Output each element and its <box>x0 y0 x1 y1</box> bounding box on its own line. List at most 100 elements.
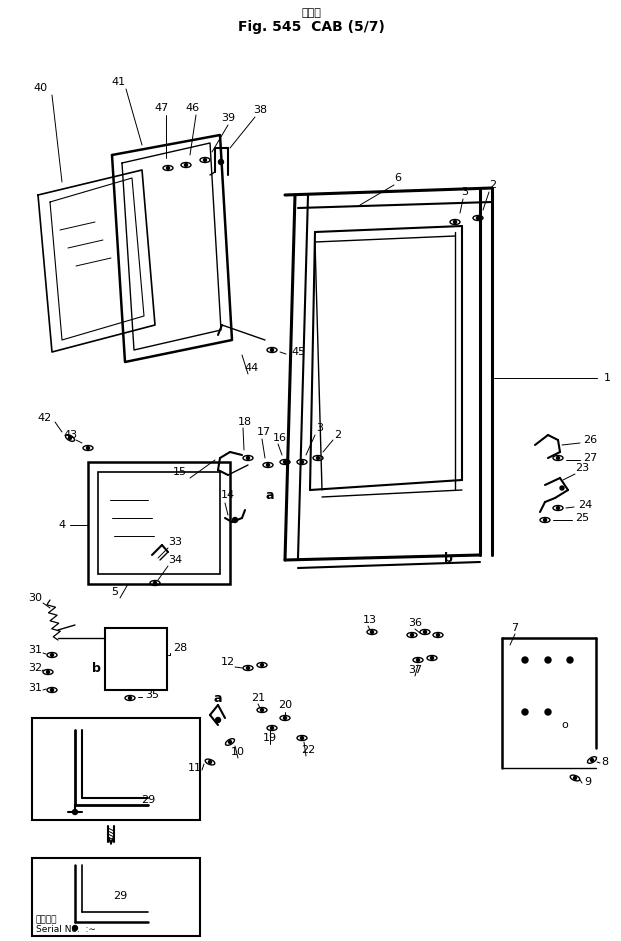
Text: 5: 5 <box>112 587 119 597</box>
Circle shape <box>437 633 440 636</box>
Circle shape <box>574 776 576 779</box>
Circle shape <box>266 464 270 467</box>
Text: 14: 14 <box>221 490 235 500</box>
Text: 17: 17 <box>257 427 271 437</box>
Text: 40: 40 <box>33 83 47 93</box>
Circle shape <box>284 716 286 720</box>
Text: 10: 10 <box>231 747 245 757</box>
Circle shape <box>410 633 414 636</box>
Text: 適用号番: 適用号番 <box>36 916 58 924</box>
Text: 16: 16 <box>273 433 287 443</box>
Text: 31: 31 <box>28 683 42 693</box>
Text: 12: 12 <box>221 657 235 667</box>
Circle shape <box>453 220 456 224</box>
Bar <box>32 718 200 820</box>
Circle shape <box>247 666 250 669</box>
Circle shape <box>260 709 263 711</box>
Text: Serial No.  :∼: Serial No. :∼ <box>36 926 96 934</box>
Circle shape <box>522 709 528 715</box>
Circle shape <box>204 158 207 162</box>
Circle shape <box>522 657 528 663</box>
Text: 34: 34 <box>168 555 182 565</box>
Circle shape <box>560 486 564 490</box>
Text: 23: 23 <box>575 463 589 473</box>
Circle shape <box>247 456 250 459</box>
Circle shape <box>73 809 78 815</box>
Circle shape <box>86 446 89 450</box>
Circle shape <box>229 741 232 743</box>
Circle shape <box>545 709 551 715</box>
Circle shape <box>50 653 53 657</box>
Circle shape <box>591 758 594 761</box>
Circle shape <box>219 160 224 165</box>
Text: 9: 9 <box>584 777 592 787</box>
Circle shape <box>556 506 560 509</box>
Text: 8: 8 <box>601 757 609 767</box>
Circle shape <box>215 717 220 723</box>
Circle shape <box>260 663 263 666</box>
Circle shape <box>556 456 560 459</box>
Circle shape <box>73 926 78 931</box>
Circle shape <box>166 167 170 169</box>
Text: 46: 46 <box>185 103 199 113</box>
Text: 43: 43 <box>63 430 77 440</box>
Text: 29: 29 <box>113 891 127 901</box>
Text: 24: 24 <box>578 500 592 510</box>
Text: 18: 18 <box>238 417 252 427</box>
Text: 2: 2 <box>489 180 497 190</box>
Text: キャブ: キャブ <box>301 8 321 18</box>
Circle shape <box>68 437 71 439</box>
Text: 2: 2 <box>335 430 342 440</box>
Text: 41: 41 <box>111 77 125 87</box>
Text: 47: 47 <box>155 103 169 113</box>
Circle shape <box>567 657 573 663</box>
Text: 36: 36 <box>408 618 422 628</box>
Circle shape <box>545 657 551 663</box>
Text: 13: 13 <box>363 615 377 625</box>
Text: 21: 21 <box>251 693 265 703</box>
Circle shape <box>50 689 53 692</box>
Circle shape <box>301 737 304 740</box>
Text: 22: 22 <box>301 745 315 755</box>
Text: Fig. 545  CAB (5/7): Fig. 545 CAB (5/7) <box>238 20 384 34</box>
Text: 1: 1 <box>604 373 610 383</box>
Text: 35: 35 <box>145 690 159 700</box>
Circle shape <box>47 671 50 674</box>
Circle shape <box>271 726 273 729</box>
Text: 39: 39 <box>221 113 235 123</box>
Text: 3: 3 <box>461 187 468 197</box>
Text: 42: 42 <box>38 413 52 423</box>
Text: 15: 15 <box>173 467 187 477</box>
Circle shape <box>284 460 286 464</box>
Text: a: a <box>266 488 274 502</box>
Text: 11: 11 <box>188 763 202 773</box>
Text: 25: 25 <box>575 513 589 523</box>
Circle shape <box>271 348 273 352</box>
Circle shape <box>430 657 433 660</box>
Text: 27: 27 <box>583 453 597 463</box>
Text: 7: 7 <box>512 623 519 633</box>
Text: b: b <box>443 551 453 565</box>
Text: 31: 31 <box>28 645 42 655</box>
Text: 26: 26 <box>583 435 597 445</box>
Bar <box>98 472 220 574</box>
Circle shape <box>184 164 188 167</box>
Text: 19: 19 <box>263 733 277 743</box>
Circle shape <box>424 630 427 633</box>
Text: 32: 32 <box>28 663 42 673</box>
Circle shape <box>371 630 373 633</box>
Circle shape <box>543 518 546 521</box>
Text: 45: 45 <box>291 347 305 357</box>
Text: a: a <box>214 692 222 705</box>
Circle shape <box>301 460 304 464</box>
Circle shape <box>209 760 212 763</box>
Circle shape <box>153 582 156 584</box>
Text: o: o <box>561 720 568 730</box>
Circle shape <box>232 518 237 522</box>
Text: 30: 30 <box>28 593 42 603</box>
Bar <box>32 858 200 936</box>
Text: 37: 37 <box>408 665 422 675</box>
Text: 6: 6 <box>394 173 402 183</box>
Text: 38: 38 <box>253 105 267 115</box>
Text: b: b <box>91 662 101 675</box>
